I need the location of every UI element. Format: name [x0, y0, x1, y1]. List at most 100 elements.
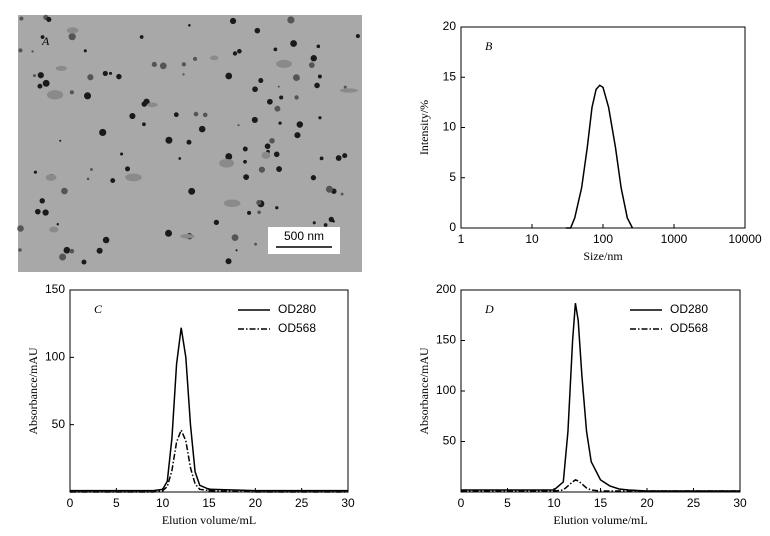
particle	[33, 170, 38, 174]
x-tick-label: 20	[640, 496, 654, 510]
particle	[266, 98, 273, 105]
particle	[120, 152, 124, 156]
x-tick-label: 0	[458, 496, 465, 510]
particle	[242, 146, 248, 152]
particle	[273, 151, 280, 158]
patch	[66, 27, 79, 34]
particle	[342, 153, 348, 159]
x-tick-label: 25	[295, 496, 309, 510]
x-tick-label: 5	[504, 496, 511, 510]
particle	[355, 33, 360, 39]
particle	[202, 112, 208, 118]
x-axis-title: Elution volume/mL	[553, 513, 647, 527]
particle	[343, 85, 347, 89]
y-tick-label: 150	[436, 333, 456, 347]
data-line	[70, 327, 348, 492]
particle	[56, 223, 59, 226]
particle	[86, 177, 90, 181]
particle	[19, 16, 24, 21]
particle	[277, 85, 280, 88]
patch	[339, 88, 358, 93]
particle	[229, 17, 237, 25]
legend-label: OD280	[670, 302, 708, 316]
particle	[198, 125, 206, 133]
particle	[314, 82, 320, 89]
particle	[32, 74, 36, 78]
particle	[275, 206, 279, 210]
particle	[181, 62, 187, 67]
particle	[42, 209, 49, 216]
particle	[232, 51, 238, 56]
particle	[328, 216, 334, 223]
particle	[141, 101, 147, 107]
x-tick-label: 20	[249, 496, 263, 510]
particle	[254, 27, 261, 34]
particle	[83, 49, 87, 53]
particle	[323, 223, 328, 227]
y-tick-label: 100	[436, 383, 456, 397]
x-tick-label: 30	[733, 496, 747, 510]
data-line	[565, 84, 634, 229]
y-tick-label: 200	[436, 282, 456, 296]
particle	[102, 70, 108, 77]
legend-label: OD568	[670, 321, 708, 335]
legend-label: OD568	[278, 321, 316, 335]
particle	[247, 210, 252, 215]
particle	[192, 56, 198, 61]
particle	[182, 73, 185, 76]
particle	[254, 242, 258, 246]
particle	[225, 72, 233, 80]
particle	[108, 71, 113, 75]
particle	[102, 236, 110, 244]
particle	[17, 225, 24, 232]
particle	[296, 121, 304, 128]
y-axis-title: Absorbance/mAU	[417, 347, 431, 435]
x-axis-title: Elution volume/mL	[162, 513, 256, 527]
particle	[243, 174, 250, 180]
particle	[340, 192, 344, 196]
particle	[243, 159, 247, 164]
particle	[312, 221, 316, 225]
patch	[180, 233, 195, 239]
particle	[151, 61, 157, 67]
particle	[42, 79, 50, 87]
patch	[209, 55, 219, 61]
particle	[193, 111, 199, 117]
x-tick-label: 30	[341, 496, 355, 510]
particle	[116, 73, 122, 80]
particle	[310, 55, 317, 62]
scale-bar-label: 500 nm	[284, 229, 324, 243]
particle	[317, 74, 322, 79]
particle	[68, 33, 76, 41]
legend-label: OD280	[278, 302, 316, 316]
particle	[110, 178, 116, 184]
particle	[257, 210, 261, 215]
particle	[87, 74, 94, 81]
y-tick-label: 50	[52, 417, 66, 431]
particle	[63, 246, 71, 254]
particle	[142, 122, 146, 127]
particle	[279, 95, 284, 100]
y-tick-label: 10	[443, 120, 457, 134]
x-tick-label: 1	[458, 232, 465, 246]
particle	[316, 44, 321, 49]
particle	[213, 219, 219, 226]
particle	[235, 249, 238, 252]
particle	[290, 40, 297, 47]
particle	[40, 35, 45, 39]
x-tick-label: 15	[202, 496, 216, 510]
panel-label: B	[485, 39, 493, 53]
particle	[264, 143, 271, 150]
data-line	[461, 303, 740, 492]
x-tick-label: 0	[67, 496, 74, 510]
y-axis-title: Intensity/%	[417, 100, 431, 155]
y-tick-label: 5	[449, 170, 456, 184]
x-tick-label: 1000	[661, 232, 688, 246]
particle	[318, 116, 322, 120]
particle	[46, 16, 52, 22]
patch	[146, 102, 158, 108]
particle	[276, 166, 282, 172]
particle	[178, 157, 182, 160]
y-tick-label: 0	[449, 220, 456, 234]
particle	[139, 35, 144, 39]
